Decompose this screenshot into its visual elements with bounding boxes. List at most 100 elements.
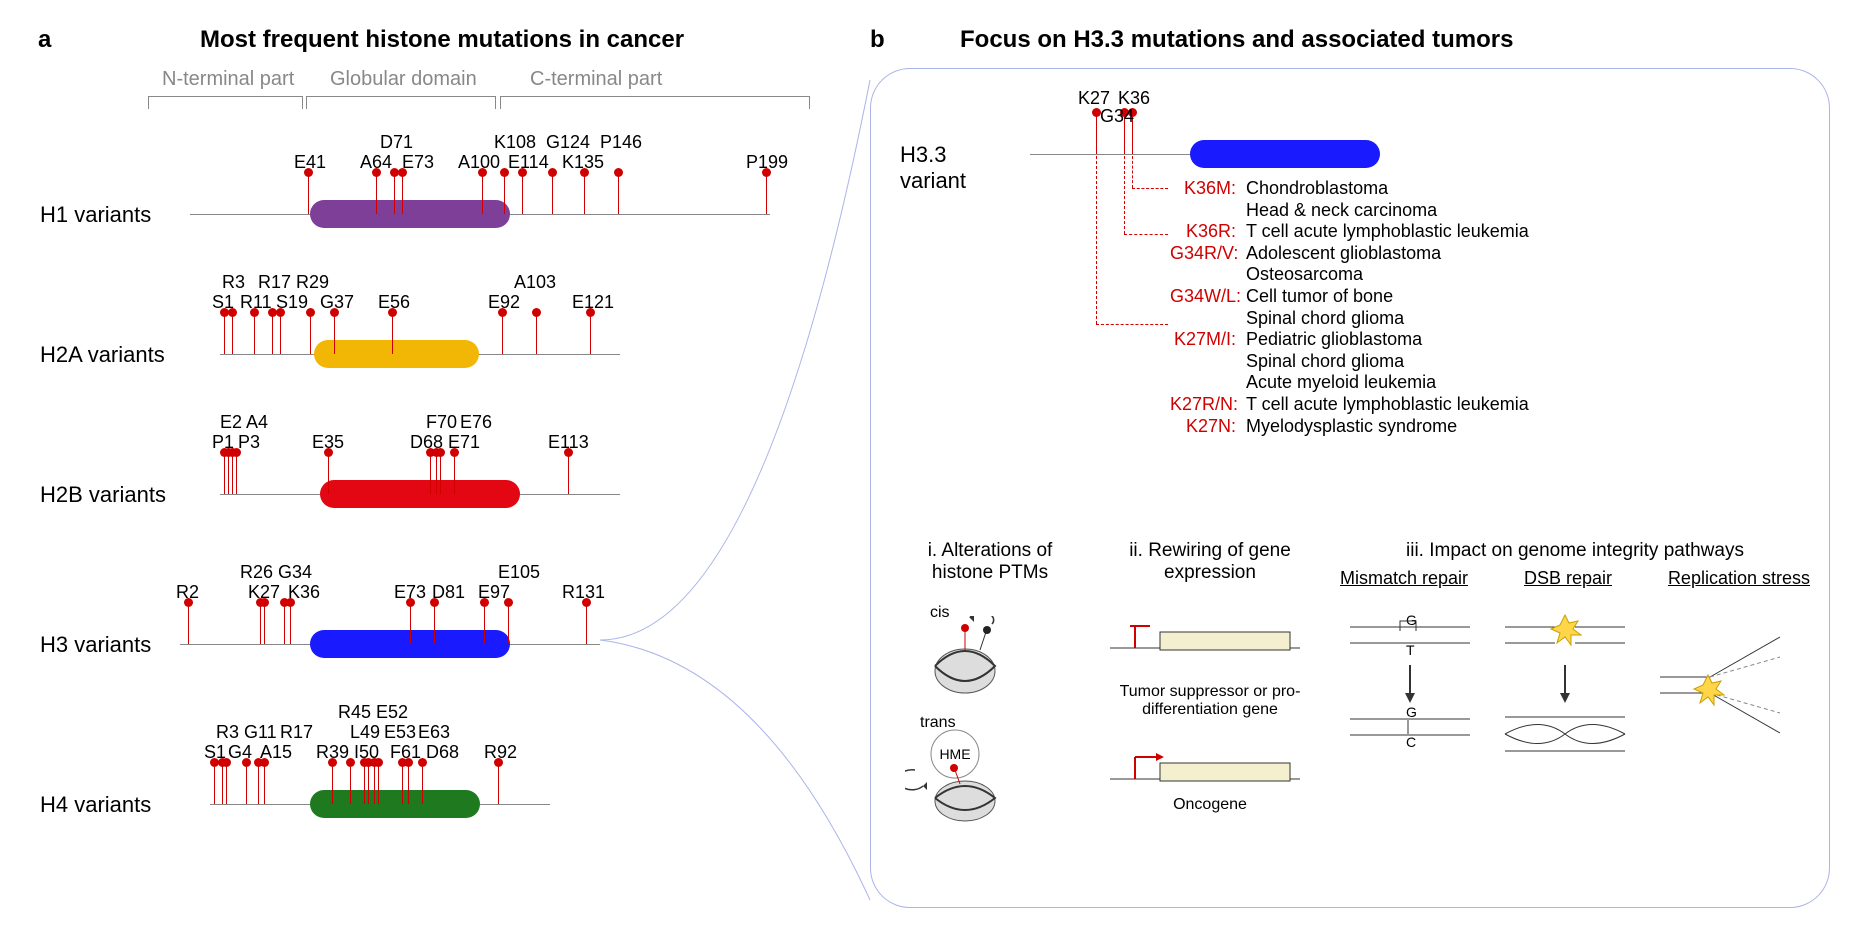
panel-b-label: b [870, 26, 885, 54]
mechanism-ii: ii. Rewiring of gene expression Tumor su… [1100, 540, 1320, 814]
h2b-F70-pin [436, 454, 437, 494]
h3-R2: R2 [176, 582, 199, 603]
h3-D81: D81 [432, 582, 465, 603]
h1-D71-pin [394, 174, 395, 214]
nucleosome-cis-icon [920, 616, 1030, 706]
h3-G34: G34 [278, 562, 312, 583]
h1-label: H1 variants [40, 202, 151, 228]
h2b-P3: P3 [238, 432, 260, 453]
h33-label: H3.3 variant [900, 142, 966, 194]
mech-iii-title: iii. Impact on genome integrity pathways [1340, 540, 1810, 562]
h2a-label: H2A variants [40, 342, 165, 368]
h2a-R17-pin [272, 314, 273, 354]
nucleosome-trans-icon: HME [905, 726, 1035, 826]
dsb-icon [1495, 607, 1635, 777]
row-K27N: K27N:Myelodysplastic syndrome [1170, 416, 1790, 438]
h4-G4-pin [226, 764, 227, 804]
svg-text:G: G [1406, 612, 1417, 628]
h4-R92-pin [498, 764, 499, 804]
panel-a-title: Most frequent histone mutations in cance… [200, 26, 684, 54]
h4-D68: D68 [426, 742, 459, 763]
h2a-G37: G37 [320, 292, 354, 313]
row-K27RN: K27R/N:T cell acute lymphoblastic leukem… [1170, 394, 1790, 416]
h2a-S19-pin [280, 314, 281, 354]
h2a-R11-pin [254, 314, 255, 354]
h2a-G37-pin [334, 314, 335, 354]
h4-R39-pin [332, 764, 333, 804]
h1-A64-pin [376, 174, 377, 214]
h3-E105: E105 [498, 562, 540, 583]
h3-E73-pin [410, 604, 411, 644]
h4-E52-pin [374, 764, 375, 804]
mmr-label: Mismatch repair [1340, 568, 1468, 589]
h2b-P1-pin [224, 454, 225, 494]
h2a-E56: E56 [378, 292, 410, 313]
h4-R39: R39 [316, 742, 349, 763]
h2a-R29-pin [310, 314, 311, 354]
h4-R3-pin [222, 764, 223, 804]
h4-E52: E52 [376, 702, 408, 723]
connector-h3-to-panelb [560, 60, 880, 920]
h2a-domain [314, 340, 479, 368]
h2a-S19: S19 [276, 292, 308, 313]
dash-g34-h [1124, 234, 1168, 235]
h4-S1-pin [214, 764, 215, 804]
h4-F61-pin [402, 764, 403, 804]
h33-G34: G34 [1100, 106, 1134, 127]
h1-E73: E73 [402, 152, 434, 173]
h1-E41: E41 [294, 152, 326, 173]
h4-R17: R17 [280, 722, 313, 743]
h3-K36-pin [290, 604, 291, 644]
dash-k36-h [1132, 188, 1168, 189]
h2b-E76: E76 [460, 412, 492, 433]
h1-A100: A100 [458, 152, 500, 173]
h4-domain [310, 790, 480, 818]
h1-A64: A64 [360, 152, 392, 173]
hme-text: HME [939, 746, 970, 762]
dash-k27 [1096, 156, 1097, 324]
svg-text:G: G [1406, 704, 1417, 720]
h4-E53: E53 [384, 722, 416, 743]
h33-K27-pin [1096, 114, 1097, 154]
h2b-label: H2B variants [40, 482, 166, 508]
h2a-E92: E92 [488, 292, 520, 313]
suppressor-label: Tumor suppressor or pro-differentiation … [1100, 683, 1320, 719]
row-G34RV: G34R/V:Adolescent glioblastomaOsteosarco… [1170, 243, 1790, 286]
h2b-P3-pin [232, 454, 233, 494]
h4-G11-pin [246, 764, 247, 804]
region-globular: Globular domain [330, 68, 477, 91]
h3-E97-pin [484, 604, 485, 644]
h2b-E2-pin [228, 454, 229, 494]
bracket-n [148, 96, 303, 108]
h2a-R11: R11 [240, 292, 272, 313]
h3-K27-pin [264, 604, 265, 644]
h2a-R3: R3 [222, 272, 245, 293]
h2b-E35: E35 [312, 432, 344, 453]
h1-K108-pin [504, 174, 505, 214]
h1-E41-pin [308, 174, 309, 214]
h3-D81-pin [434, 604, 435, 644]
region-n-terminal: N-terminal part [162, 68, 294, 91]
h2a-R17: R17 [258, 272, 291, 293]
h4-G11: G11 [244, 722, 277, 743]
h4-R92: R92 [484, 742, 517, 763]
h4-R3: R3 [216, 722, 239, 743]
dsb-label: DSB repair [1524, 568, 1612, 589]
h2b-E76-pin [454, 454, 455, 494]
h2b-D68-pin [430, 454, 431, 494]
dash-k27-h [1096, 324, 1168, 325]
mutation-tumor-table: K36M:ChondroblastomaHead & neck carcinom… [1170, 178, 1790, 437]
h1-domain [310, 200, 510, 228]
row-K36M: K36M:ChondroblastomaHead & neck carcinom… [1170, 178, 1790, 221]
h1-E73-pin [402, 174, 403, 214]
mechanism-iii: iii. Impact on genome integrity pathways… [1340, 540, 1810, 777]
h4-label: H4 variants [40, 792, 151, 818]
row-K36R: K36R:T cell acute lymphoblastic leukemia [1170, 221, 1790, 243]
h3-G34-pin [284, 604, 285, 644]
h1-E114-pin [522, 174, 523, 214]
h3-E73: E73 [394, 582, 426, 603]
h4-R17-pin [264, 764, 265, 804]
h2b-E71-pin [440, 454, 441, 494]
mmr-icon: G T G C [1340, 607, 1480, 777]
h1-A100-pin [482, 174, 483, 214]
